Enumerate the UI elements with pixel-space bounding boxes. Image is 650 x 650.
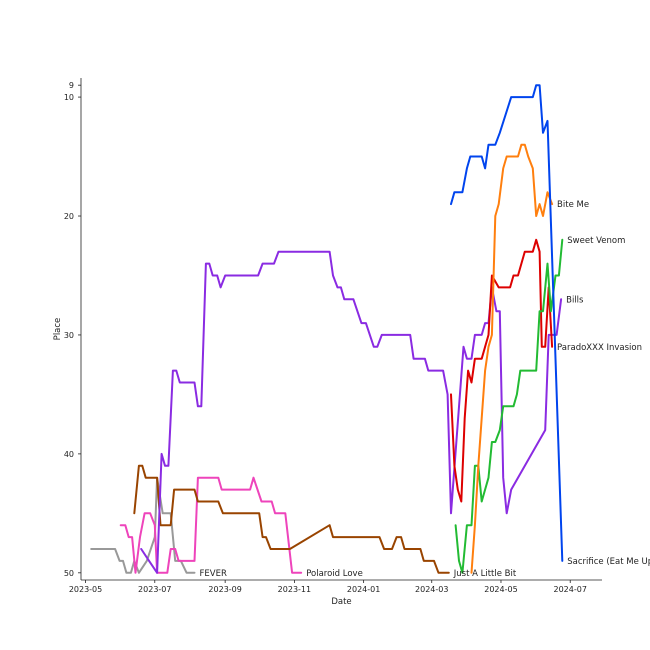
- x-tick-label: 2024-07: [553, 585, 586, 594]
- series-label-sacrifice-eat-me-up: Sacrifice (Eat Me Up): [567, 557, 650, 567]
- series-group: [90, 84, 564, 574]
- series-end-labels: FEVER Polaroid Love Just A Little Bit Bills…: [200, 200, 650, 579]
- series-line-sweet-venom: [454, 238, 564, 574]
- y-tick-label: 30: [64, 331, 74, 340]
- series-label-paradoxxx-invasion: ParadoXXX Invasion: [557, 343, 642, 353]
- y-tick-label: 10: [64, 93, 74, 102]
- x-tick-label: 2023-07: [138, 585, 171, 594]
- x-tick-label: 2023-11: [278, 585, 311, 594]
- series-label-fever: FEVER: [200, 569, 227, 579]
- y-tick-label: 50: [64, 569, 74, 578]
- series-line-sacrifice-eat-me-up: [450, 84, 564, 562]
- x-tick-label: 2024-01: [347, 585, 380, 594]
- x-tick-label: 2023-05: [69, 585, 102, 594]
- series-line-bite-me: [470, 143, 554, 574]
- series-line-fever: [90, 476, 196, 574]
- series-label-just-a-little-bit: Just A Little Bit: [453, 569, 517, 579]
- x-tick-label: 2024-05: [484, 585, 517, 594]
- axes: 9 10 20 30 40 50 2023-05 2023-07 2023-09 2023-11…: [53, 78, 602, 607]
- series-label-polaroid-love: Polaroid Love: [306, 569, 363, 579]
- series-label-bite-me: Bite Me: [557, 200, 589, 210]
- series-line-bills: [140, 250, 563, 574]
- series-line-polaroid-love: [119, 476, 303, 574]
- x-tick-label: 2024-03: [415, 585, 448, 594]
- x-ticks: 2023-05 2023-07 2023-09 2023-11 2024-01 2024-…: [69, 580, 587, 594]
- x-axis-label: Date: [331, 597, 351, 607]
- series-line-just-a-little-bit: [133, 464, 450, 574]
- series-label-bills: Bills: [566, 295, 584, 305]
- series-label-sweet-venom: Sweet Venom: [567, 236, 625, 246]
- x-tick-label: 2023-09: [208, 585, 241, 594]
- y-tick-label: 20: [64, 212, 74, 221]
- y-axis-label: Place: [53, 318, 63, 341]
- y-tick-label: 40: [64, 450, 74, 459]
- series-line-paradoxxx-invasion: [450, 238, 554, 503]
- y-ticks: 9 10 20 30 40 50: [64, 81, 81, 578]
- y-tick-label: 9: [69, 81, 74, 90]
